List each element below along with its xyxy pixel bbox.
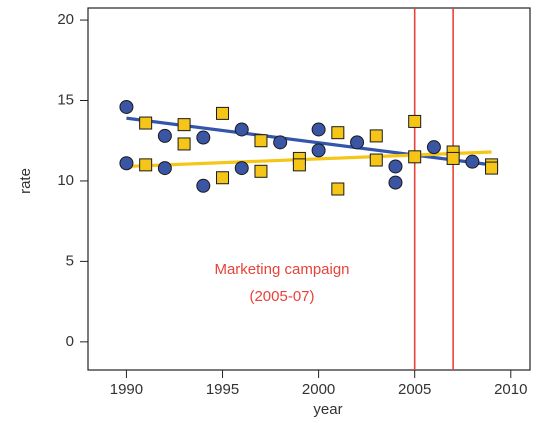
y-tick-label: 0 [66,333,74,350]
point [139,158,153,172]
trend-line [126,150,492,169]
y-tick-label: 10 [57,172,74,189]
point [254,134,268,148]
point [254,164,268,178]
point [177,118,191,132]
point [216,171,230,185]
y-axis-label: rate [17,168,34,194]
annotation: Marketing campaign [214,261,349,278]
point [119,156,134,171]
point [157,161,172,176]
point [331,182,345,196]
point [157,128,172,143]
y-tick-label: 5 [66,252,74,269]
point [311,143,326,158]
point [234,161,249,176]
x-tick-label: 1990 [110,381,143,398]
point [388,175,403,190]
point [216,106,230,120]
point [119,99,134,114]
plot-frame [87,7,531,371]
x-tick-label: 2000 [302,381,335,398]
point [446,151,460,165]
point [196,130,211,145]
point [311,122,326,137]
point [388,159,403,174]
x-tick-label: 1995 [206,381,239,398]
point [426,140,441,155]
point [139,116,153,130]
y-tick-label: 20 [57,11,74,28]
point [408,150,422,164]
point [273,135,288,150]
point [177,137,191,151]
point [465,154,480,169]
point [350,135,365,150]
x-tick-label: 2010 [494,381,527,398]
x-tick-label: 2005 [398,381,431,398]
y-tick-label: 15 [57,91,74,108]
x-axis-label: year [313,401,342,418]
point [485,161,499,175]
point [234,122,249,137]
point [292,158,306,172]
point [369,129,383,143]
point [331,126,345,140]
point [196,178,211,193]
point [369,153,383,167]
point [408,114,422,128]
annotation: (2005-07) [249,288,314,305]
